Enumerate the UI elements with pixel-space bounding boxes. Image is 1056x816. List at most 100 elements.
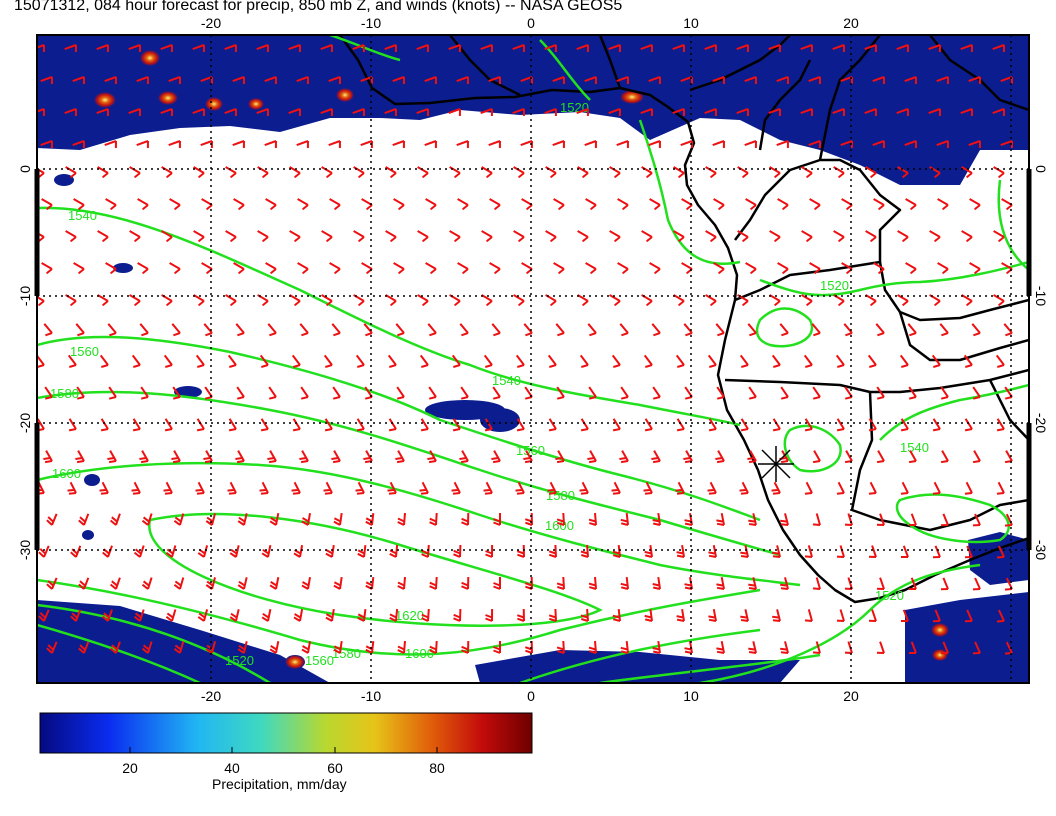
wind-barb [269,641,280,654]
wind-barb [37,295,45,307]
wind-barb [972,450,981,464]
wind-barb [809,198,821,211]
wind-barb [548,608,557,622]
wind-barb [331,450,341,464]
wind-barb [876,641,885,654]
wind-barb [453,608,462,622]
wind-barb [611,354,621,368]
wind-barb [102,609,113,622]
wind-barb [452,418,461,432]
wind-barb [424,76,437,85]
wind-barb [257,230,269,243]
wind-barb [296,76,309,85]
wind-barb [393,198,405,211]
wind-barb [321,166,333,179]
wind-barb [684,513,693,526]
wind-barb [960,44,973,53]
wind-barb [872,76,885,85]
wind-barb [644,544,653,558]
wind-barb [897,166,909,179]
wind-barb [387,481,397,495]
wind-barb [961,294,973,307]
wind-barb [609,166,621,179]
contour-1580-south [37,603,761,683]
wind-barb [712,76,725,85]
wind-barb [777,198,789,211]
country-border [689,35,791,92]
wind-barb [225,230,237,243]
wind-barb [929,166,941,179]
wind-barb [267,323,277,337]
wind-barb [459,323,469,337]
wind-barb [587,450,597,464]
wind-barb [427,323,437,337]
wind-barb [716,386,725,400]
wind-barb [868,418,877,432]
wind-barb [940,641,949,655]
wind-barb [648,140,661,149]
graticule [37,35,1029,683]
wind-barb [867,354,877,368]
contour-1520-coast [638,119,741,265]
wind-barb [940,577,949,591]
wind-barb [547,481,557,495]
wind-barb [321,294,333,307]
wind-barb [552,76,565,85]
wind-barb [769,294,781,307]
wind-barb [931,354,941,368]
wind-barb [643,481,653,495]
wind-barb [908,450,917,464]
wind-barb [289,294,301,307]
wind-barb [808,76,821,85]
wind-barb [333,640,343,654]
wind-barb [737,230,749,243]
wind-barb [744,140,757,149]
wind-barb [105,198,117,211]
wind-barbs [37,44,1013,655]
wind-barb [616,140,629,149]
wind-barb [99,481,109,495]
wind-barb [872,140,885,149]
wind-barb [713,262,725,275]
wind-barb [649,198,661,211]
wind-barb [291,354,301,368]
wind-barb [745,198,757,211]
wind-barb [109,641,121,654]
wind-barb [609,294,621,307]
wind-barb [417,166,429,179]
wind-barb [233,262,245,275]
wind-barb [227,354,237,368]
wind-barb [192,108,205,117]
precip-band-north [37,35,1029,185]
contour-plateau-1 [755,307,814,348]
wind-barb [972,513,981,527]
wind-barb [132,418,141,432]
precip-east-patch [968,532,1029,585]
wind-barb [512,108,525,117]
wind-barb [269,513,280,526]
wind-barb [748,513,757,526]
wind-barb [812,641,821,654]
wind-barb [577,294,589,307]
wind-barb [417,230,429,243]
wind-barb [620,512,629,526]
wind-barb [937,198,949,211]
wind-barb [556,640,565,654]
precip-field [37,35,1029,683]
svg-text:80: 80 [429,760,445,776]
wind-barb [940,513,949,527]
wind-barb [173,577,185,590]
wind-barb [173,513,185,526]
wind-barb [331,323,341,337]
wind-barb [972,641,981,655]
wind-barb [259,354,269,368]
wind-barb [708,418,717,432]
wind-barb [800,108,813,117]
wind-barb [78,513,90,526]
lon-label-bottom: 0 [527,688,535,704]
wind-barb [109,577,121,590]
wind-barb [392,76,405,85]
lon-label-top: 0 [527,15,535,31]
wind-barb [97,230,109,243]
wind-barb [648,76,661,85]
